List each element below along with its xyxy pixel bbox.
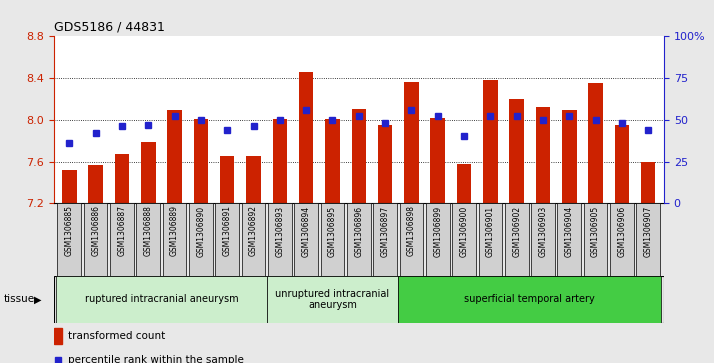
- Text: GSM1306886: GSM1306886: [91, 205, 100, 256]
- Text: GSM1306890: GSM1306890: [196, 205, 206, 257]
- Text: tissue: tissue: [4, 294, 35, 305]
- Text: ▶: ▶: [34, 294, 42, 305]
- Text: GSM1306905: GSM1306905: [591, 205, 600, 257]
- Text: GSM1306889: GSM1306889: [170, 205, 179, 256]
- Bar: [562, 110, 576, 203]
- Bar: [431, 118, 445, 203]
- Bar: [163, 203, 186, 276]
- Bar: [242, 203, 266, 276]
- Text: GSM1306885: GSM1306885: [65, 205, 74, 256]
- Bar: [216, 203, 239, 276]
- Bar: [267, 276, 398, 323]
- Text: ruptured intracranial aneurysm: ruptured intracranial aneurysm: [85, 294, 238, 305]
- Bar: [58, 203, 81, 276]
- Bar: [584, 203, 608, 276]
- Bar: [588, 83, 603, 203]
- Text: transformed count: transformed count: [68, 331, 165, 341]
- Bar: [299, 72, 313, 203]
- Bar: [505, 203, 528, 276]
- Bar: [404, 82, 418, 203]
- Bar: [373, 203, 397, 276]
- Bar: [246, 156, 261, 203]
- Text: GSM1306900: GSM1306900: [460, 205, 468, 257]
- Bar: [167, 110, 182, 203]
- Text: GSM1306893: GSM1306893: [276, 205, 284, 257]
- Text: GSM1306892: GSM1306892: [249, 205, 258, 256]
- Bar: [110, 203, 134, 276]
- Bar: [610, 203, 634, 276]
- Text: GSM1306894: GSM1306894: [301, 205, 311, 257]
- Text: GSM1306899: GSM1306899: [433, 205, 442, 257]
- Text: superficial temporal artery: superficial temporal artery: [464, 294, 595, 305]
- Bar: [189, 203, 213, 276]
- Text: GSM1306896: GSM1306896: [354, 205, 363, 257]
- Bar: [141, 142, 156, 203]
- Bar: [536, 107, 550, 203]
- Bar: [483, 80, 498, 203]
- Text: GSM1306887: GSM1306887: [118, 205, 126, 256]
- Text: GSM1306903: GSM1306903: [538, 205, 548, 257]
- Bar: [193, 119, 208, 203]
- Bar: [54, 328, 63, 344]
- Bar: [400, 203, 423, 276]
- Text: GSM1306898: GSM1306898: [407, 205, 416, 256]
- Text: GSM1306897: GSM1306897: [381, 205, 390, 257]
- Bar: [62, 170, 76, 203]
- Bar: [220, 156, 234, 203]
- Bar: [136, 203, 160, 276]
- Bar: [615, 125, 629, 203]
- Bar: [636, 203, 660, 276]
- Text: GSM1306904: GSM1306904: [565, 205, 574, 257]
- Text: GSM1306907: GSM1306907: [644, 205, 653, 257]
- Bar: [641, 162, 655, 203]
- Bar: [347, 203, 371, 276]
- Bar: [321, 203, 344, 276]
- Bar: [56, 276, 267, 323]
- Text: GSM1306888: GSM1306888: [144, 205, 153, 256]
- Bar: [84, 203, 108, 276]
- Text: GSM1306891: GSM1306891: [223, 205, 232, 256]
- Bar: [478, 203, 502, 276]
- Bar: [452, 203, 476, 276]
- Text: GSM1306906: GSM1306906: [618, 205, 626, 257]
- Bar: [398, 276, 661, 323]
- Bar: [558, 203, 581, 276]
- Bar: [457, 164, 471, 203]
- Bar: [326, 119, 340, 203]
- Text: unruptured intracranial
aneurysm: unruptured intracranial aneurysm: [276, 289, 390, 310]
- Bar: [351, 109, 366, 203]
- Text: percentile rank within the sample: percentile rank within the sample: [68, 355, 243, 363]
- Text: GSM1306901: GSM1306901: [486, 205, 495, 257]
- Text: GSM1306902: GSM1306902: [512, 205, 521, 257]
- Bar: [531, 203, 555, 276]
- Bar: [294, 203, 318, 276]
- Bar: [268, 203, 292, 276]
- Bar: [89, 165, 103, 203]
- Text: GSM1306895: GSM1306895: [328, 205, 337, 257]
- Bar: [426, 203, 450, 276]
- Bar: [115, 154, 129, 203]
- Bar: [378, 125, 392, 203]
- Text: GDS5186 / 44831: GDS5186 / 44831: [54, 21, 164, 34]
- Bar: [509, 99, 524, 203]
- Bar: [273, 119, 287, 203]
